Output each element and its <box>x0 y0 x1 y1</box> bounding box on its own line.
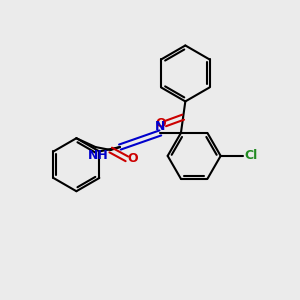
Text: N: N <box>155 120 166 133</box>
Text: NH: NH <box>88 149 108 162</box>
Text: O: O <box>155 117 166 130</box>
Text: O: O <box>128 152 138 165</box>
Text: Cl: Cl <box>244 149 258 162</box>
